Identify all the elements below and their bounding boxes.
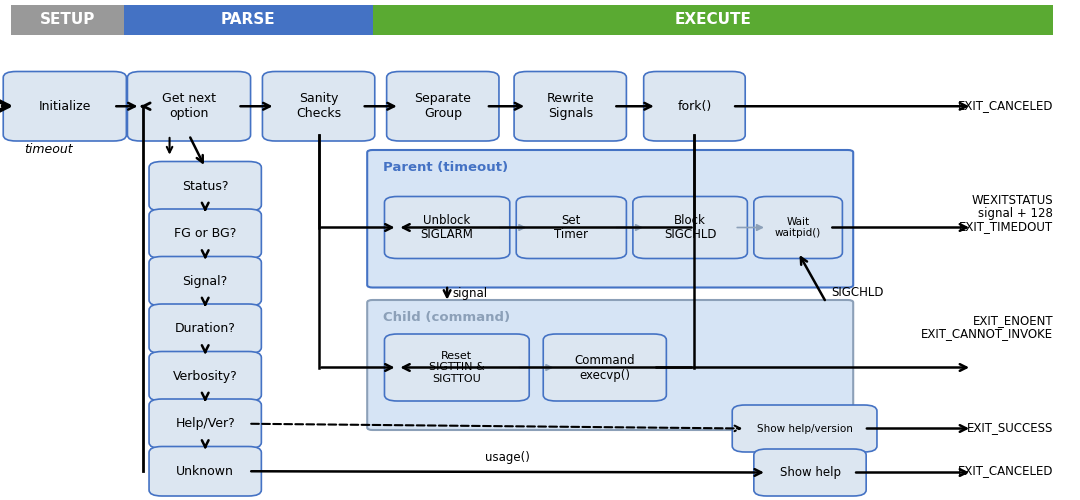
FancyBboxPatch shape [367,150,853,288]
FancyBboxPatch shape [754,196,842,258]
Text: timeout: timeout [24,143,72,156]
Text: SIGCHLD: SIGCHLD [832,286,885,298]
Text: Sanity
Checks: Sanity Checks [296,92,341,120]
FancyArrowPatch shape [202,203,208,209]
Text: EXIT_CANNOT_INVOKE: EXIT_CANNOT_INVOKE [921,328,1053,340]
FancyArrowPatch shape [801,258,825,300]
Text: Wait
waitpid(): Wait waitpid() [775,216,821,238]
FancyBboxPatch shape [633,196,747,258]
FancyBboxPatch shape [11,5,124,35]
Text: Signal?: Signal? [183,275,228,288]
Text: Rewrite
Signals: Rewrite Signals [546,92,594,120]
FancyArrowPatch shape [738,224,762,230]
FancyBboxPatch shape [384,196,510,258]
FancyBboxPatch shape [754,449,866,496]
FancyBboxPatch shape [149,399,261,448]
FancyArrowPatch shape [444,288,450,297]
Text: EXIT_TIMEDOUT: EXIT_TIMEDOUT [959,220,1053,234]
Text: PARSE: PARSE [221,12,275,28]
Text: fork(): fork() [677,100,712,113]
Text: WEXITSTATUS: WEXITSTATUS [971,194,1053,207]
Text: usage(): usage() [485,451,530,464]
Text: Help/Ver?: Help/Ver? [175,417,235,430]
Text: Status?: Status? [181,180,229,192]
Text: Verbosity?: Verbosity? [173,370,238,383]
FancyArrowPatch shape [190,138,203,162]
FancyArrowPatch shape [657,364,967,371]
FancyArrowPatch shape [322,364,392,371]
FancyArrowPatch shape [856,469,967,476]
FancyBboxPatch shape [149,446,261,496]
Text: Child (command): Child (command) [383,312,511,324]
FancyArrowPatch shape [500,224,525,230]
FancyArrowPatch shape [867,425,967,432]
FancyArrowPatch shape [202,250,208,257]
FancyArrowPatch shape [489,103,522,110]
FancyBboxPatch shape [387,72,499,141]
FancyArrowPatch shape [202,440,208,447]
Text: Command
execvp(): Command execvp() [575,354,635,382]
FancyArrowPatch shape [166,138,173,152]
Text: Set
Timer: Set Timer [554,214,589,242]
Text: EXIT_SUCCESS: EXIT_SUCCESS [967,421,1053,434]
FancyArrowPatch shape [365,103,394,110]
FancyArrowPatch shape [617,103,651,110]
FancyArrowPatch shape [735,103,967,110]
Text: EXIT_CANCELED: EXIT_CANCELED [958,100,1053,112]
Text: Block
SIGCHLD: Block SIGCHLD [664,214,716,242]
FancyArrowPatch shape [252,424,740,431]
Text: Unknown: Unknown [176,465,234,478]
Text: signal: signal [453,287,488,300]
Text: Reset
SIGTTIN &
SIGTTOU: Reset SIGTTIN & SIGTTOU [429,351,485,384]
FancyBboxPatch shape [262,72,375,141]
FancyArrowPatch shape [117,103,135,110]
FancyArrowPatch shape [617,224,642,230]
Text: Show help: Show help [780,466,840,479]
FancyArrowPatch shape [403,364,691,371]
Text: Duration?: Duration? [175,322,235,336]
FancyArrowPatch shape [403,224,691,231]
FancyBboxPatch shape [644,72,745,141]
FancyBboxPatch shape [384,334,529,401]
Text: Show help/version: Show help/version [757,424,852,434]
FancyBboxPatch shape [149,256,261,306]
FancyBboxPatch shape [732,405,877,452]
Text: Separate
Group: Separate Group [415,92,471,120]
FancyBboxPatch shape [514,72,626,141]
FancyBboxPatch shape [3,72,126,141]
FancyArrowPatch shape [519,364,552,370]
FancyArrowPatch shape [241,103,270,110]
Text: Parent (timeout): Parent (timeout) [383,162,509,174]
FancyBboxPatch shape [543,334,666,401]
FancyArrowPatch shape [143,103,150,110]
FancyBboxPatch shape [149,304,261,354]
Text: EXIT_CANCELED: EXIT_CANCELED [958,464,1053,477]
Text: EXECUTE: EXECUTE [674,12,752,28]
FancyArrowPatch shape [202,298,208,304]
Text: SETUP: SETUP [40,12,95,28]
Text: signal + 128: signal + 128 [978,208,1053,220]
Text: FG or BG?: FG or BG? [174,227,237,240]
FancyBboxPatch shape [149,162,261,211]
Text: EXIT_ENOENT: EXIT_ENOENT [972,314,1053,328]
FancyArrowPatch shape [833,224,967,231]
FancyArrowPatch shape [202,393,208,400]
FancyArrowPatch shape [202,346,208,352]
Text: Unblock
SIGLARM: Unblock SIGLARM [421,214,473,242]
Text: Initialize: Initialize [39,100,91,113]
Text: Get next
option: Get next option [162,92,216,120]
FancyArrowPatch shape [0,100,9,112]
FancyBboxPatch shape [127,72,251,141]
FancyBboxPatch shape [124,5,373,35]
FancyArrowPatch shape [322,224,392,231]
FancyArrowPatch shape [252,469,761,476]
FancyBboxPatch shape [149,209,261,258]
FancyBboxPatch shape [516,196,626,258]
FancyBboxPatch shape [367,300,853,430]
FancyBboxPatch shape [373,5,1053,35]
FancyBboxPatch shape [149,352,261,401]
